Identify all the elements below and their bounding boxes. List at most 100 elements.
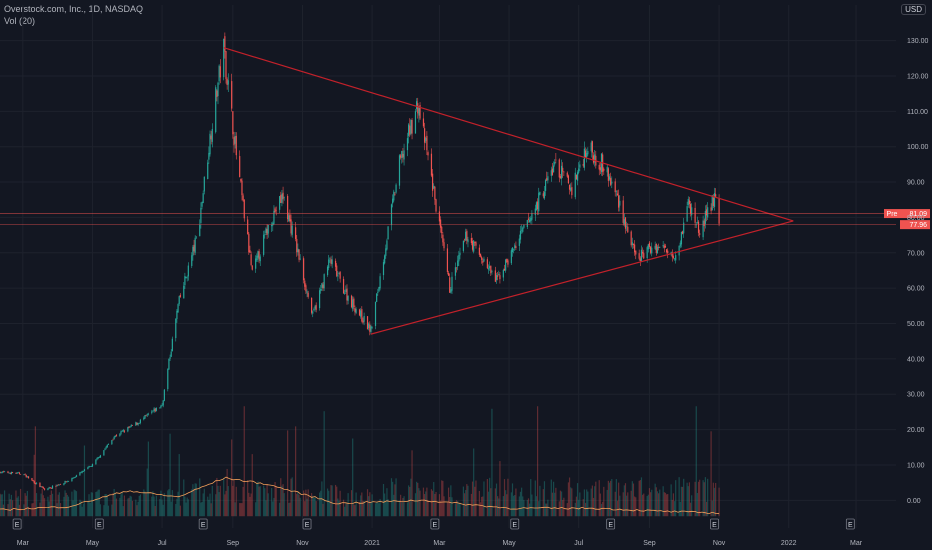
candle-body (463, 239, 466, 241)
volume-bar (96, 491, 98, 517)
volume-bar (318, 492, 321, 517)
volume-bar (131, 500, 134, 517)
candle-body (598, 164, 600, 170)
candle-body (168, 358, 170, 370)
volume-bar (426, 487, 428, 517)
candle-body (171, 338, 173, 352)
volume-bar (418, 488, 420, 517)
candle-body (552, 165, 555, 173)
volume-bar (586, 489, 588, 517)
volume-bar (497, 496, 499, 517)
candle-body (19, 473, 22, 475)
price-tick-label: 130.00 (907, 38, 929, 45)
volume-bar (406, 502, 409, 517)
volume-bar (382, 483, 385, 517)
candle-body (344, 292, 346, 294)
candle-body (694, 207, 696, 223)
volume-bar (366, 489, 369, 517)
candle-body (422, 118, 425, 127)
candle-body (346, 288, 348, 301)
candle-body (318, 290, 321, 309)
candle-body (643, 253, 645, 259)
volume-bar (603, 486, 605, 517)
volume-bar (162, 504, 164, 517)
candle-body (402, 153, 404, 158)
candle-body (65, 481, 67, 482)
volume-bar (703, 482, 705, 517)
triangle-trendlines (223, 47, 794, 335)
candle-body (27, 476, 30, 479)
volume-bar (401, 502, 403, 517)
candle-body (342, 278, 345, 294)
volume-bar (610, 480, 612, 517)
volume-bar (474, 486, 476, 517)
volume-bar (575, 496, 578, 517)
volume-bar (571, 488, 573, 517)
candle-body (627, 226, 629, 233)
volume-bar (538, 501, 540, 517)
volume-bar (590, 488, 592, 517)
volume-bar (718, 487, 720, 517)
candle-body (225, 51, 227, 79)
earnings-marker (12, 518, 22, 530)
candle-body (146, 414, 148, 416)
candle-body (614, 181, 616, 193)
candle-body (490, 265, 492, 274)
candle-body (23, 474, 25, 475)
candle-body (558, 159, 560, 178)
candle-body (129, 426, 131, 428)
volume-bar (511, 483, 514, 517)
volume-bar (654, 483, 656, 517)
candle-body (482, 260, 484, 263)
candle-body (283, 197, 285, 198)
candle-body (186, 277, 188, 279)
volume-bar (602, 501, 604, 517)
volume-bar (623, 485, 625, 517)
candle-body (248, 233, 250, 253)
earnings-marker (510, 518, 520, 530)
candle-body (250, 254, 252, 266)
volume-bar (672, 493, 675, 517)
volume-bar (455, 500, 458, 517)
volume-bar (386, 488, 388, 517)
candle-body (331, 259, 333, 265)
candle-body (25, 474, 27, 478)
volume-bar (195, 483, 197, 517)
candle-body (223, 38, 225, 78)
volume-bar (304, 501, 306, 517)
candle-body (185, 277, 187, 279)
volume-bar (686, 482, 688, 517)
volume-bar (576, 483, 579, 517)
candle-body (219, 66, 221, 78)
volume-bar (599, 493, 601, 517)
earnings-marker (94, 518, 104, 530)
candle-body (655, 244, 657, 253)
candle-body (579, 164, 581, 168)
volume-bar (704, 477, 706, 517)
candle-body (526, 220, 528, 228)
volume-bar (712, 482, 714, 517)
volume-bar (247, 479, 249, 517)
currency-selector[interactable]: USD (901, 4, 926, 15)
volume-bar (505, 490, 507, 517)
volume-bar (296, 494, 298, 517)
volume-indicator-label[interactable]: Vol (20) (4, 16, 36, 26)
candle-body (280, 194, 282, 203)
volume-bar (414, 493, 417, 517)
volume-bar (283, 493, 285, 517)
volume-bar (471, 481, 474, 517)
candlestick-series (0, 32, 720, 491)
volume-bar (265, 500, 267, 517)
candle-body (554, 162, 556, 165)
candle-body (247, 219, 249, 235)
candle-body (378, 287, 380, 292)
volume-bar (248, 492, 250, 517)
candle-body (2, 471, 5, 473)
candle-body (584, 150, 587, 158)
candle-body (255, 258, 257, 269)
volume-bar (552, 481, 555, 517)
volume-bar (267, 493, 269, 517)
candle-body (231, 81, 233, 109)
candle-body (419, 105, 421, 119)
